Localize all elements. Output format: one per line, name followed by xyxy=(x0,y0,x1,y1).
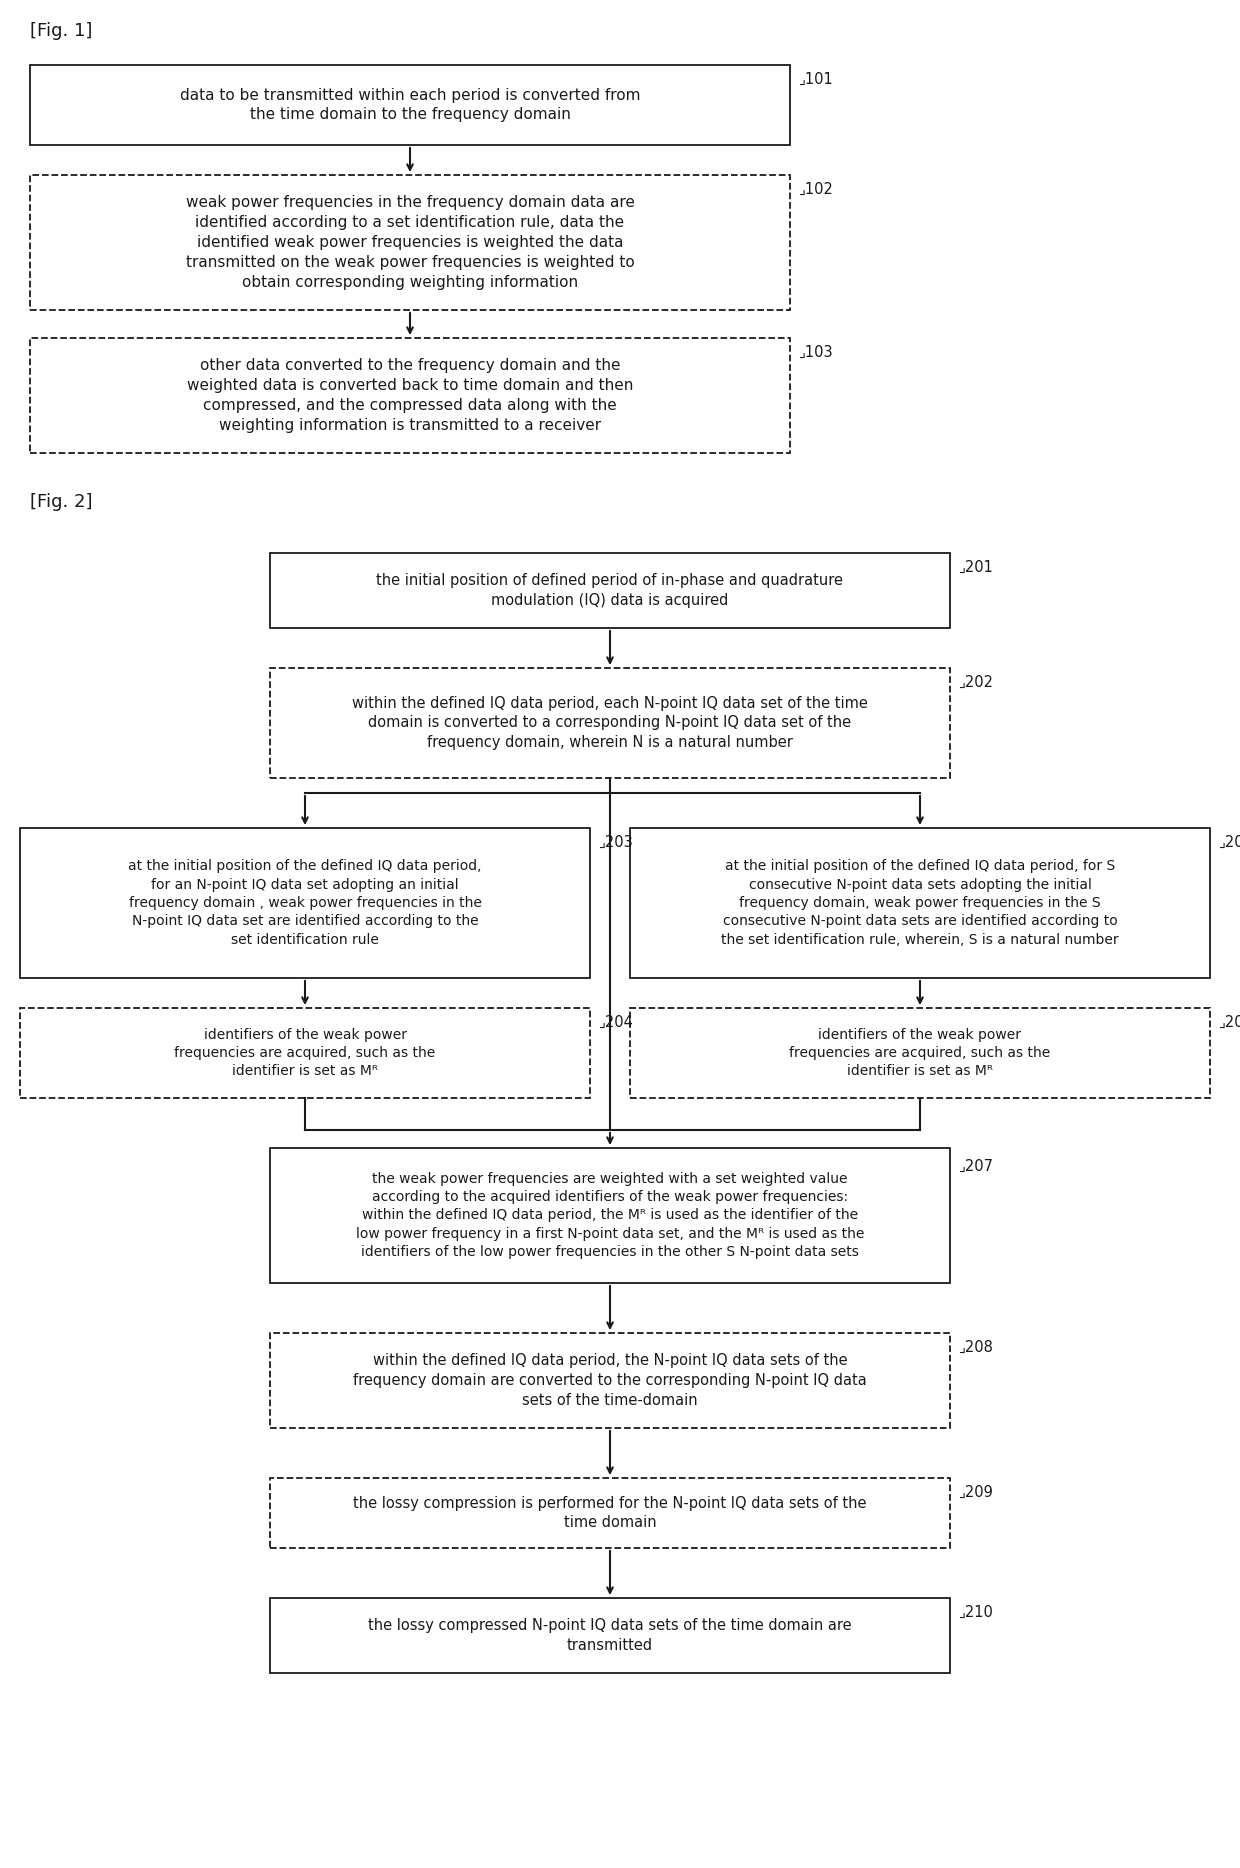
Bar xyxy=(270,669,950,777)
Text: ⌟204: ⌟204 xyxy=(598,1014,632,1029)
Bar xyxy=(270,1597,950,1674)
Text: identifiers of the weak power
frequencies are acquired, such as the
identifier i: identifiers of the weak power frequencie… xyxy=(175,1027,435,1078)
Bar xyxy=(270,1334,950,1427)
Text: ⌟210: ⌟210 xyxy=(959,1605,993,1620)
Text: weak power frequencies in the frequency domain data are
identified according to : weak power frequencies in the frequency … xyxy=(186,196,635,290)
Text: [Fig. 1]: [Fig. 1] xyxy=(30,22,92,39)
Text: ⌟209: ⌟209 xyxy=(959,1485,993,1500)
Text: ⌟103: ⌟103 xyxy=(799,344,832,359)
Text: the weak power frequencies are weighted with a set weighted value
according to t: the weak power frequencies are weighted … xyxy=(356,1171,864,1259)
Bar xyxy=(630,1009,1210,1098)
Bar xyxy=(270,1149,950,1283)
Bar xyxy=(30,176,790,310)
Text: ⌟203: ⌟203 xyxy=(598,835,632,850)
Text: ⌟201: ⌟201 xyxy=(959,560,993,575)
Bar xyxy=(20,828,590,979)
Text: ⌟205: ⌟205 xyxy=(1218,835,1240,850)
Text: [Fig. 2]: [Fig. 2] xyxy=(30,493,93,512)
Bar xyxy=(270,1478,950,1549)
Text: ⌟206: ⌟206 xyxy=(1218,1014,1240,1029)
Text: the initial position of defined period of in-phase and quadrature
modulation (IQ: the initial position of defined period o… xyxy=(377,573,843,607)
Bar xyxy=(30,338,790,454)
Text: ⌟207: ⌟207 xyxy=(959,1158,993,1173)
Text: the lossy compressed N-point IQ data sets of the time domain are
transmitted: the lossy compressed N-point IQ data set… xyxy=(368,1618,852,1653)
Text: ⌟208: ⌟208 xyxy=(959,1339,993,1354)
Bar xyxy=(30,65,790,146)
Text: within the defined IQ data period, each N-point IQ data set of the time
domain i: within the defined IQ data period, each … xyxy=(352,695,868,751)
Text: ⌟101: ⌟101 xyxy=(799,71,833,86)
Text: within the defined IQ data period, the N-point IQ data sets of the
frequency dom: within the defined IQ data period, the N… xyxy=(353,1352,867,1408)
Text: other data converted to the frequency domain and the
weighted data is converted : other data converted to the frequency do… xyxy=(187,359,634,433)
Bar xyxy=(270,553,950,628)
Text: ⌟102: ⌟102 xyxy=(799,181,833,196)
Text: the lossy compression is performed for the N-point IQ data sets of the
time doma: the lossy compression is performed for t… xyxy=(353,1496,867,1530)
Bar xyxy=(630,828,1210,979)
Text: identifiers of the weak power
frequencies are acquired, such as the
identifier i: identifiers of the weak power frequencie… xyxy=(790,1027,1050,1078)
Text: data to be transmitted within each period is converted from
the time domain to t: data to be transmitted within each perio… xyxy=(180,88,640,123)
Bar xyxy=(20,1009,590,1098)
Text: at the initial position of the defined IQ data period,
for an N-point IQ data se: at the initial position of the defined I… xyxy=(128,859,482,947)
Text: at the initial position of the defined IQ data period, for S
consecutive N-point: at the initial position of the defined I… xyxy=(722,859,1118,947)
Text: ⌟202: ⌟202 xyxy=(959,674,993,689)
